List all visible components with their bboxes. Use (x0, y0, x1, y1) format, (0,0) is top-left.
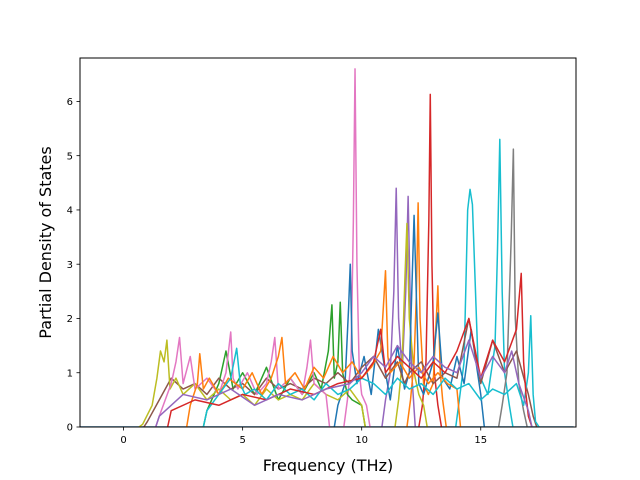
y-tick-label: 6 (67, 97, 73, 108)
series-line-14 (202, 315, 540, 427)
series-line-13 (185, 269, 462, 427)
series-line-4 (497, 148, 528, 427)
y-tick-label: 5 (67, 151, 73, 162)
y-axis: 0 1 2 3 4 5 6 (67, 97, 80, 434)
series-layer (80, 68, 574, 427)
x-axis-label: Frequency (THz) (263, 456, 393, 475)
y-tick-label: 4 (67, 206, 73, 217)
series-line-15 (166, 272, 533, 427)
x-axis: 0 5 10 15 (120, 427, 487, 446)
series-line-16 (155, 339, 533, 427)
series-line-5 (381, 187, 417, 427)
x-tick-label: 0 (120, 435, 126, 446)
y-tick-label: 3 (67, 260, 73, 271)
y-tick-label: 2 (67, 314, 73, 325)
x-tick-label: 5 (239, 435, 245, 446)
y-axis-label: Partial Density of States (36, 146, 55, 338)
series-line-7 (406, 202, 447, 427)
series-line-8 (333, 214, 486, 427)
y-tick-label: 1 (67, 368, 73, 379)
x-tick-label: 15 (474, 435, 487, 446)
series-line-3 (455, 138, 514, 427)
series-line-2 (418, 93, 443, 427)
plot-frame (79, 57, 577, 428)
series-line-12 (155, 331, 331, 427)
y-tick-label: 0 (67, 423, 73, 434)
x-tick-label: 10 (355, 435, 368, 446)
